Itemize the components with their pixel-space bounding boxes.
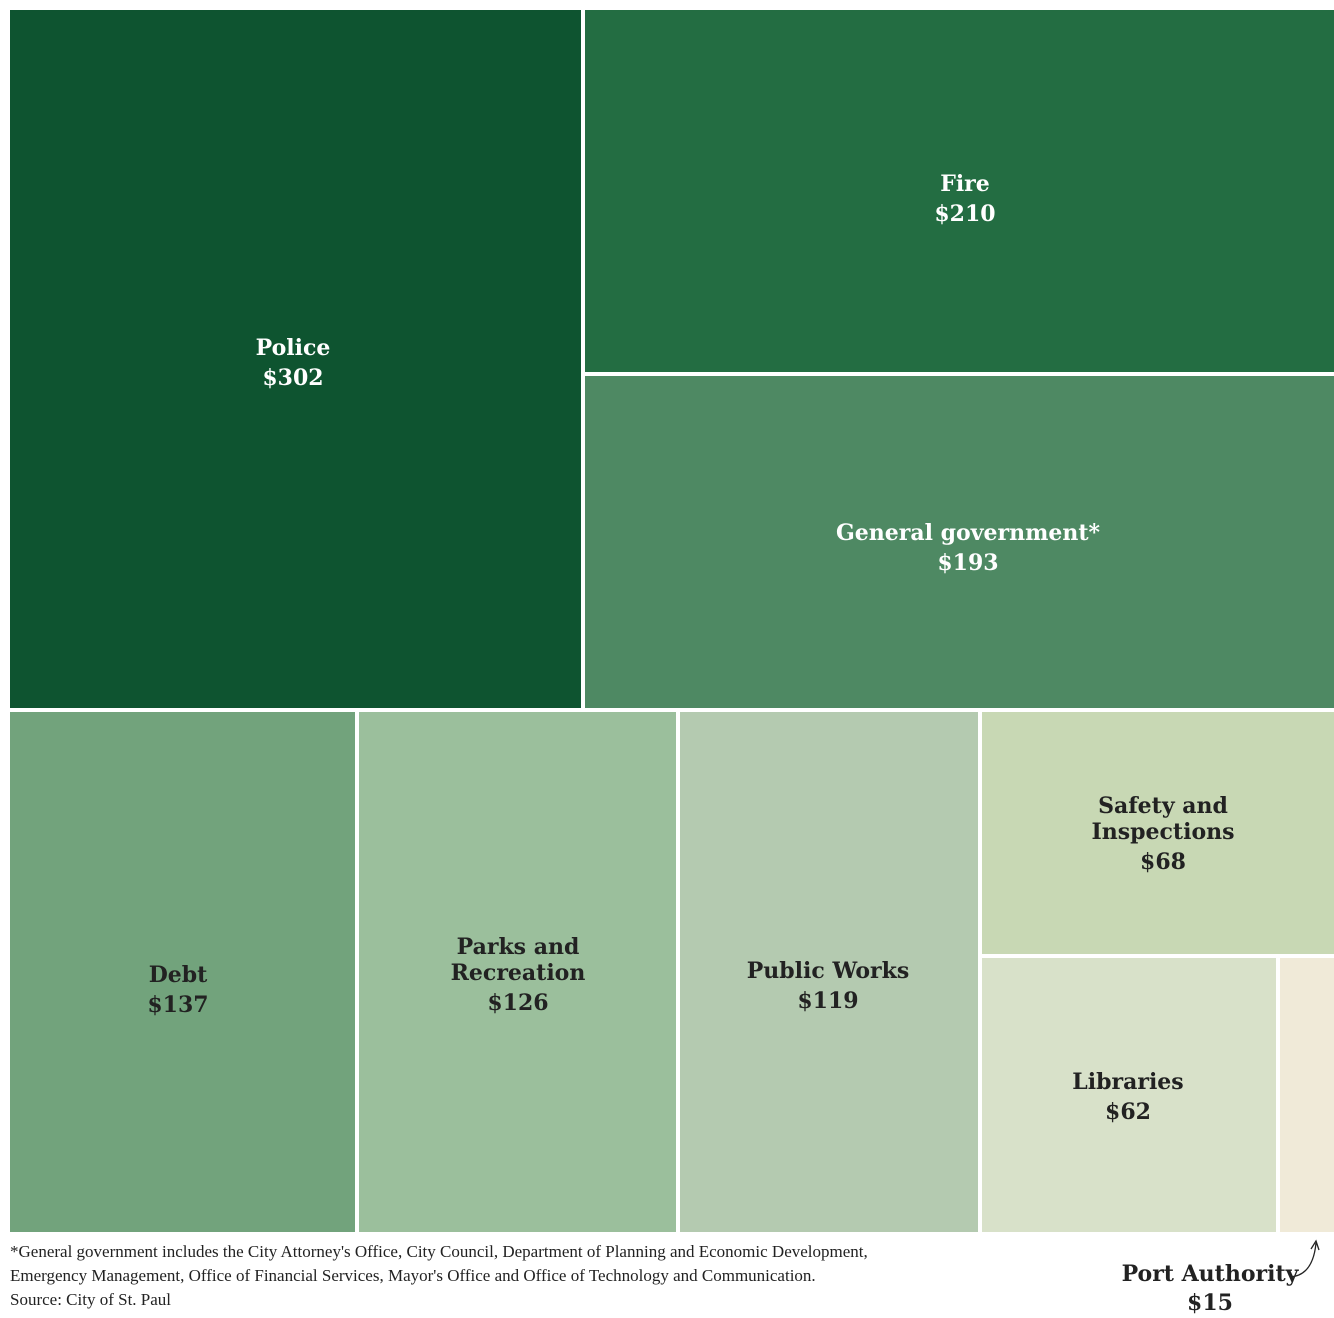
treemap-tile bbox=[982, 958, 1276, 1232]
treemap-tile bbox=[680, 712, 978, 1232]
treemap-tile bbox=[10, 10, 581, 708]
tile-label: General government* $193 bbox=[798, 520, 1138, 576]
tile-category-label: Public Works bbox=[746, 958, 910, 984]
callout-arrow-icon bbox=[1289, 1239, 1320, 1278]
treemap-tile bbox=[359, 712, 676, 1232]
tile-category-label: Parks and bbox=[456, 934, 580, 960]
footnote-line-2: Emergency Management, Office of Financia… bbox=[10, 1266, 816, 1285]
treemap-chart: Police $302 Fire $210 General government* $19… bbox=[8, 10, 1334, 1232]
tile-value-label: $210 bbox=[934, 201, 996, 227]
tile-category-label: Safety and bbox=[1098, 793, 1228, 819]
tile-category-label: Libraries bbox=[1072, 1069, 1184, 1095]
treemap-tile bbox=[982, 712, 1334, 954]
tile-value-label: $62 bbox=[1105, 1099, 1151, 1125]
tile-label: Parks and Recreation $126 bbox=[348, 934, 688, 1016]
tile-category-label: Recreation bbox=[450, 960, 586, 986]
tile-value-label: $126 bbox=[487, 990, 549, 1016]
callout-label: Port Authority bbox=[1121, 1261, 1299, 1287]
tile-category-label: General government* bbox=[836, 520, 1100, 546]
treemap-tile bbox=[585, 376, 1334, 708]
tile-value-label: $302 bbox=[262, 365, 324, 391]
callout-value: $15 bbox=[1187, 1290, 1233, 1316]
treemap-tile bbox=[1280, 958, 1334, 1232]
source-line: Source: City of St. Paul bbox=[10, 1290, 172, 1309]
tile-label: Fire $210 bbox=[795, 171, 1135, 227]
tile-value-label: $119 bbox=[797, 988, 859, 1014]
tile-label: Police $302 bbox=[123, 335, 463, 391]
tile-category-label: Fire bbox=[940, 171, 990, 197]
footnote: *General government includes the City At… bbox=[10, 1240, 1090, 1312]
treemap-tile bbox=[10, 712, 355, 1232]
tile-label: Debt $137 bbox=[8, 962, 348, 1018]
tile-category-label: Debt bbox=[148, 962, 208, 988]
tile-category-label: Inspections bbox=[1091, 819, 1235, 845]
footnote-line-1: *General government includes the City At… bbox=[10, 1242, 868, 1261]
tile-category-label: Police bbox=[255, 335, 331, 361]
treemap-tile bbox=[585, 10, 1334, 372]
tile-label: Public Works $119 bbox=[658, 958, 998, 1014]
tile-label: Safety and Inspections $68 bbox=[993, 793, 1333, 875]
tile-value-label: $193 bbox=[937, 550, 999, 576]
tile-label: Libraries $62 bbox=[958, 1069, 1298, 1125]
tile-value-label: $137 bbox=[147, 992, 209, 1018]
port-authority-callout: Port Authority $15 bbox=[1110, 1260, 1310, 1318]
tile-value-label: $68 bbox=[1140, 849, 1186, 875]
